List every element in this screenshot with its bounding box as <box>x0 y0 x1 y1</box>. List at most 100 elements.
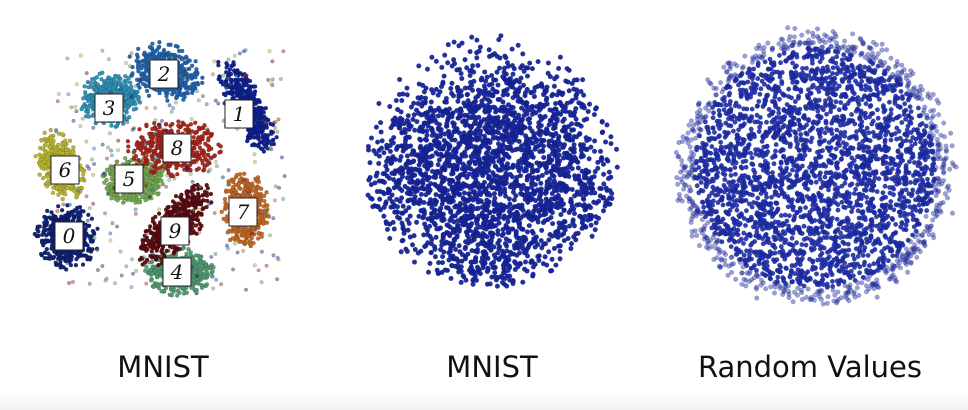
cluster-point-3 <box>90 76 95 82</box>
cluster-point-7 <box>236 182 241 187</box>
noise-point <box>191 208 196 213</box>
cluster-point-3 <box>109 123 114 128</box>
cluster-point-2 <box>143 83 148 88</box>
noise-point <box>73 104 78 109</box>
cluster-point-1 <box>269 131 274 136</box>
noise-point <box>92 235 97 240</box>
cluster-point-1 <box>260 106 266 112</box>
cluster-point-6 <box>81 172 86 177</box>
noise-point <box>153 105 158 110</box>
cluster-point-7 <box>264 220 270 225</box>
noise-point <box>171 106 176 111</box>
noise-point <box>242 177 247 182</box>
cluster-point-9 <box>200 206 205 212</box>
noise-point <box>180 199 185 204</box>
cluster-point-5 <box>156 175 162 180</box>
cluster-point-4 <box>144 264 149 269</box>
noise-point <box>208 157 213 162</box>
cluster-point-1 <box>223 92 228 98</box>
noise-point <box>268 233 272 238</box>
noise-point <box>278 77 283 81</box>
cluster-point-6 <box>67 138 73 143</box>
cluster-point-1 <box>236 82 242 87</box>
noise-point <box>189 116 194 121</box>
cluster-point-3 <box>130 98 136 103</box>
cluster-point-6 <box>60 145 65 150</box>
cluster-point-7 <box>234 172 240 178</box>
cluster-point-4 <box>183 285 189 291</box>
noise-point <box>195 81 199 86</box>
noise-point <box>92 146 96 151</box>
cluster-point-2 <box>156 44 162 49</box>
cluster-point-5 <box>144 178 150 183</box>
noise-point <box>78 53 83 58</box>
noise-point <box>54 129 59 134</box>
cluster-point-2 <box>179 72 185 77</box>
cluster-point-6 <box>41 175 46 181</box>
cluster-point-1 <box>256 142 261 147</box>
noise-point <box>226 76 230 81</box>
cluster-point-1 <box>244 93 249 98</box>
cluster-point-1 <box>261 121 266 126</box>
cluster-point-7 <box>235 193 241 199</box>
noise-point <box>103 211 108 216</box>
noise-point <box>259 280 264 285</box>
cluster-point-9 <box>190 198 196 203</box>
cluster-point-9 <box>200 193 205 198</box>
noise-point <box>84 139 89 144</box>
cluster-point-4 <box>155 283 161 288</box>
cluster-point-1 <box>247 85 252 90</box>
noise-point <box>106 57 111 62</box>
noise-point <box>213 159 218 164</box>
cluster-point-7 <box>233 235 238 240</box>
cluster-point-3 <box>79 106 84 112</box>
cluster-point-9 <box>198 202 204 207</box>
cluster-point-8 <box>152 149 158 154</box>
cluster-point-2 <box>173 43 178 49</box>
cluster-point-1 <box>253 126 258 131</box>
cluster-point-8 <box>181 122 187 127</box>
cluster-point-8 <box>148 169 154 174</box>
cluster-point-6 <box>33 154 38 159</box>
cluster-point-6 <box>60 132 65 137</box>
cluster-point-3 <box>129 89 135 95</box>
cluster-point-2 <box>150 41 155 46</box>
cluster-point-3 <box>125 94 130 99</box>
noise-point <box>124 264 129 269</box>
cluster-point-0 <box>42 226 47 231</box>
cluster-point-8 <box>137 144 142 149</box>
cluster-point-2 <box>176 48 182 54</box>
cluster-point-8 <box>199 125 205 131</box>
cluster-point-7 <box>257 193 262 198</box>
noise-point <box>267 145 272 150</box>
cluster-point-4 <box>195 280 201 285</box>
cluster-point-7 <box>226 182 231 187</box>
noise-point <box>197 207 202 212</box>
cluster-point-8 <box>197 145 203 150</box>
cluster-point-9 <box>140 238 145 243</box>
cluster-point-0 <box>71 213 76 218</box>
cluster-point-0 <box>53 260 58 265</box>
noise-point <box>173 100 178 105</box>
cluster-point-3 <box>97 71 102 76</box>
cluster-point-7 <box>256 179 261 185</box>
noise-point <box>198 184 203 189</box>
noise-point <box>273 125 278 130</box>
cluster-point-8 <box>155 145 161 150</box>
cluster-point-8 <box>193 130 198 136</box>
cluster-point-7 <box>248 185 254 190</box>
cluster-point-0 <box>52 249 57 254</box>
cluster-point-0 <box>56 204 61 209</box>
cluster-point-8 <box>217 150 222 155</box>
cluster-point-0 <box>83 226 88 232</box>
cluster-point-2 <box>135 62 141 68</box>
cluster-point-9 <box>193 223 199 228</box>
cluster-point-8 <box>148 148 154 153</box>
cluster-point-1 <box>241 83 246 88</box>
cluster-point-3 <box>81 96 86 101</box>
cluster-point-2 <box>189 63 195 68</box>
cluster-point-5 <box>160 181 165 187</box>
noise-point <box>95 248 100 253</box>
cluster-point-1 <box>262 142 267 147</box>
cluster-point-7 <box>239 239 245 244</box>
